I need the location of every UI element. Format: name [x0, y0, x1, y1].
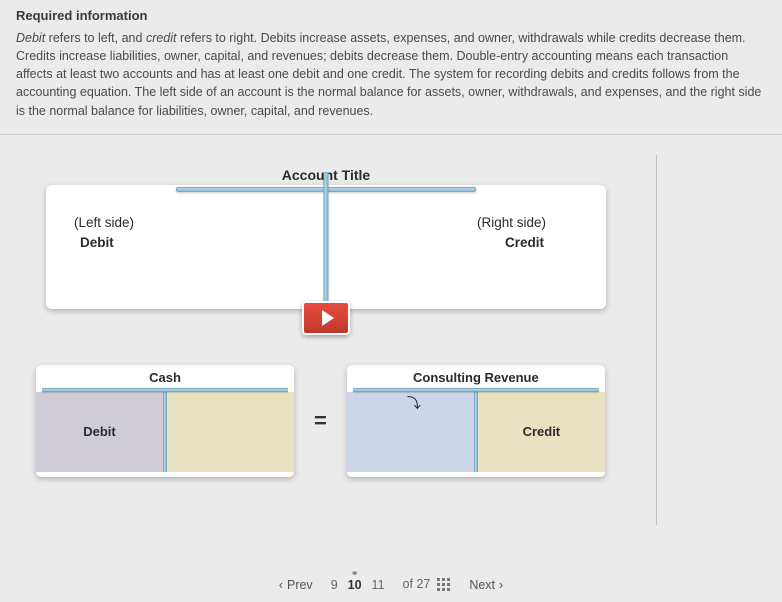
bottom-accounts-row: Cash Debit = Consulting Revenue	[36, 365, 646, 477]
chevron-left-icon: ‹	[279, 578, 283, 592]
right-credit-label: Credit	[477, 233, 546, 253]
page-11[interactable]: 11	[372, 578, 385, 592]
consulting-debit-side	[347, 392, 474, 472]
t-account-left-side: (Left side) Debit	[74, 213, 134, 254]
t-account-right-side: (Right side) Credit	[477, 213, 546, 254]
cash-account-card: Cash Debit	[36, 365, 294, 477]
left-debit-label: Debit	[74, 233, 134, 253]
link-icon: ⚭	[351, 568, 359, 579]
cash-title: Cash	[36, 365, 294, 388]
play-button[interactable]	[302, 301, 350, 335]
cash-debit-side: Debit	[36, 392, 163, 472]
t-account-stem	[324, 172, 329, 304]
required-info-title: Required information	[16, 8, 766, 23]
required-info-body: Debit refers to left, and credit refers …	[16, 29, 766, 120]
page-10[interactable]: ⚭ 10	[348, 578, 362, 592]
content-area: Account Title (Left side) Debit (Right s…	[0, 135, 782, 525]
play-icon	[322, 310, 334, 326]
prev-label: Prev	[287, 578, 313, 592]
next-label: Next	[469, 578, 495, 592]
chevron-right-icon: ›	[499, 578, 503, 592]
grid-icon[interactable]	[437, 578, 451, 592]
consulting-revenue-card: Consulting Revenue Credit ⤵	[347, 365, 605, 477]
right-divider	[656, 155, 766, 525]
left-side-label: (Left side)	[74, 213, 134, 233]
required-info-header: Required information Debit refers to lef…	[0, 0, 782, 135]
t-account-card: Account Title (Left side) Debit (Right s…	[46, 185, 606, 309]
right-side-label: (Right side)	[477, 213, 546, 233]
prev-button[interactable]: ‹ Prev	[279, 578, 313, 592]
cash-credit-side	[167, 392, 294, 472]
page-9[interactable]: 9	[331, 578, 338, 592]
of-total: of 27	[403, 577, 452, 592]
page-numbers: 9 ⚭ 10 11	[331, 578, 385, 592]
consulting-credit-side: Credit	[478, 392, 605, 472]
pager-bar: ‹ Prev 9 ⚭ 10 11 of 27 Next ›	[0, 577, 782, 592]
consulting-title: Consulting Revenue	[347, 365, 605, 388]
next-button[interactable]: Next ›	[469, 578, 503, 592]
equals-sign: =	[308, 408, 333, 434]
